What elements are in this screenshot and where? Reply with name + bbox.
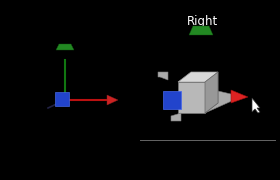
Polygon shape — [205, 72, 218, 91]
Polygon shape — [252, 98, 260, 113]
Polygon shape — [205, 91, 244, 113]
Polygon shape — [56, 44, 74, 50]
Text: Right: Right — [187, 15, 219, 28]
FancyBboxPatch shape — [163, 91, 181, 109]
Polygon shape — [107, 95, 118, 105]
Polygon shape — [205, 91, 218, 113]
Polygon shape — [178, 72, 218, 82]
Polygon shape — [171, 113, 181, 121]
Polygon shape — [189, 26, 213, 35]
Polygon shape — [158, 72, 168, 80]
Polygon shape — [178, 82, 205, 113]
Polygon shape — [205, 72, 218, 113]
FancyBboxPatch shape — [55, 92, 69, 106]
Polygon shape — [231, 90, 248, 103]
